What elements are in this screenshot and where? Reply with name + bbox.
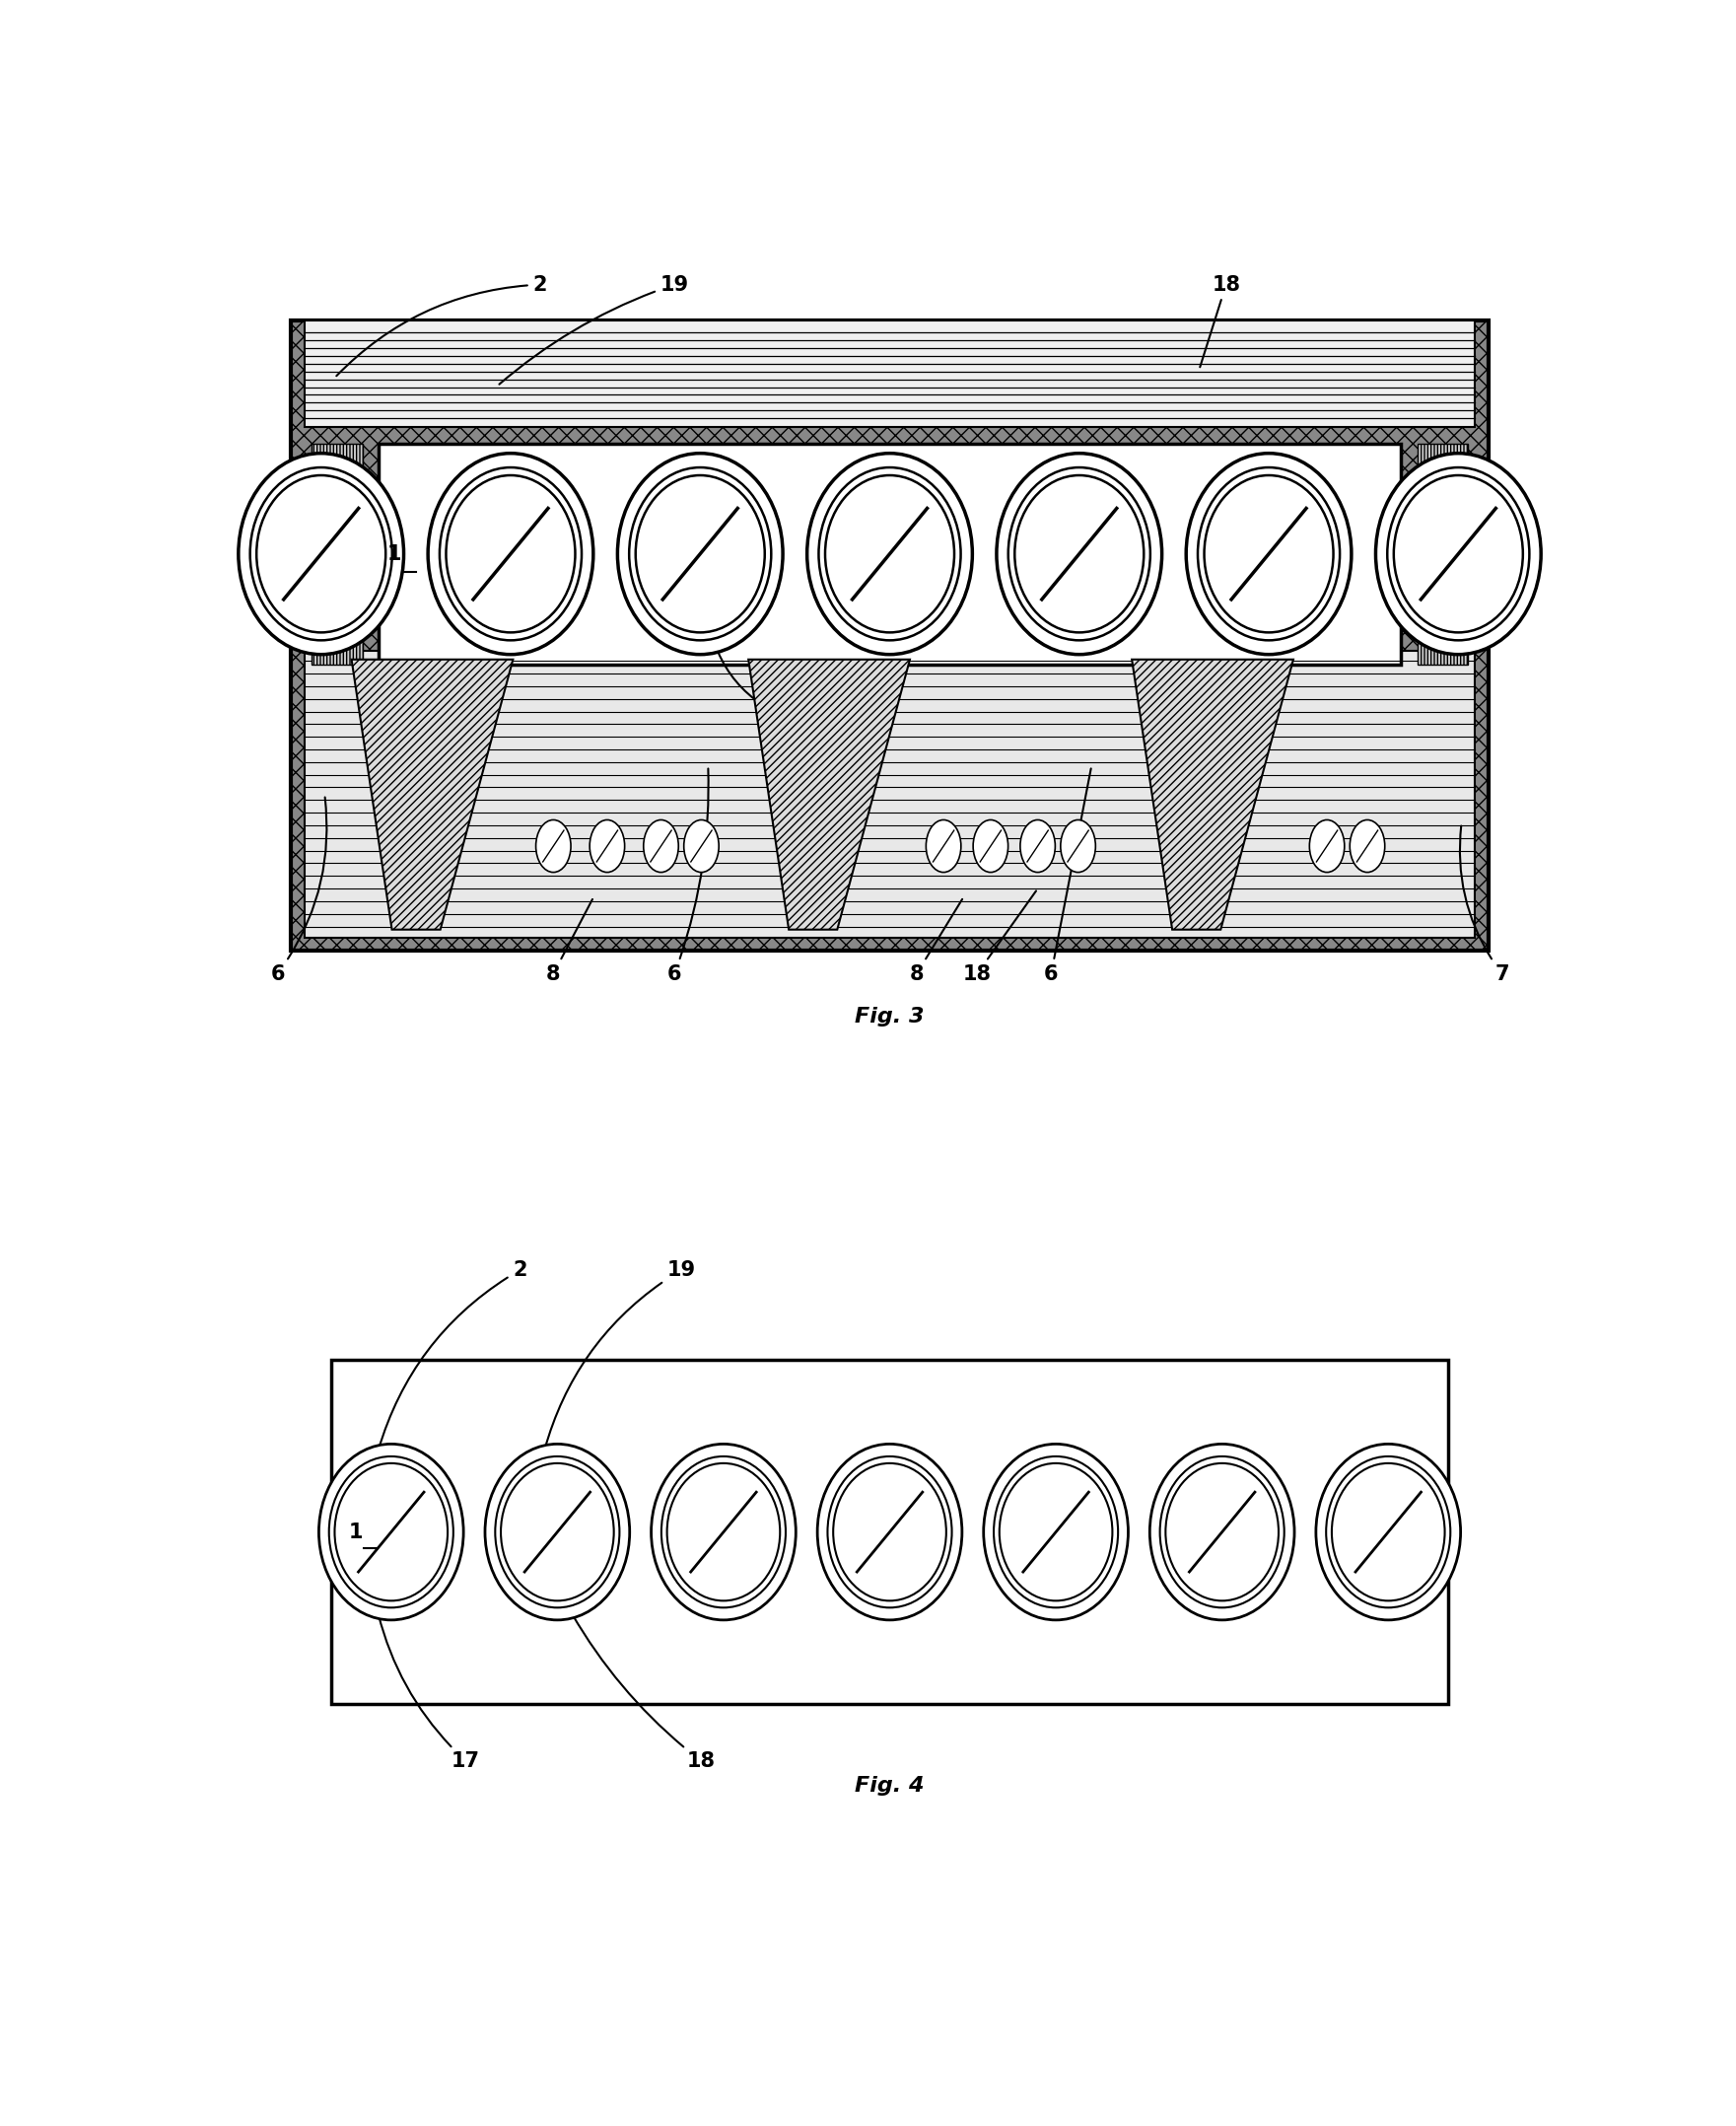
Ellipse shape xyxy=(1149,1444,1295,1620)
Text: 6: 6 xyxy=(271,797,326,984)
Ellipse shape xyxy=(484,1444,630,1620)
Ellipse shape xyxy=(1309,821,1344,872)
Ellipse shape xyxy=(819,468,960,640)
Text: 17: 17 xyxy=(715,644,788,721)
Ellipse shape xyxy=(807,453,972,655)
Text: 8: 8 xyxy=(547,899,592,984)
Text: 19: 19 xyxy=(545,1261,696,1450)
Ellipse shape xyxy=(925,821,962,872)
Ellipse shape xyxy=(1061,821,1095,872)
Ellipse shape xyxy=(1316,1444,1460,1620)
Text: 18: 18 xyxy=(963,891,1036,984)
Bar xyxy=(292,321,1488,950)
Ellipse shape xyxy=(335,1463,448,1601)
Text: 18: 18 xyxy=(443,665,502,721)
Bar xyxy=(304,321,1476,427)
Text: 1: 1 xyxy=(387,544,401,563)
Ellipse shape xyxy=(1000,1463,1113,1601)
Ellipse shape xyxy=(1009,468,1151,640)
Ellipse shape xyxy=(1394,476,1522,631)
Text: 1: 1 xyxy=(349,1522,363,1541)
Text: 2: 2 xyxy=(378,1261,526,1450)
Ellipse shape xyxy=(1165,1463,1279,1601)
Polygon shape xyxy=(1132,659,1293,929)
Ellipse shape xyxy=(1186,453,1351,655)
Ellipse shape xyxy=(644,821,679,872)
Ellipse shape xyxy=(825,476,955,631)
Ellipse shape xyxy=(818,1444,962,1620)
Ellipse shape xyxy=(1198,468,1340,640)
Polygon shape xyxy=(748,659,910,929)
Ellipse shape xyxy=(684,821,719,872)
Bar xyxy=(378,444,1401,663)
Ellipse shape xyxy=(1387,468,1529,640)
Ellipse shape xyxy=(828,1456,951,1607)
Ellipse shape xyxy=(996,453,1161,655)
Ellipse shape xyxy=(238,453,404,655)
Ellipse shape xyxy=(984,1444,1128,1620)
Text: Fig. 3: Fig. 3 xyxy=(854,1006,925,1027)
Text: 18: 18 xyxy=(573,1614,715,1771)
Ellipse shape xyxy=(1014,476,1144,631)
Ellipse shape xyxy=(833,1463,946,1601)
Bar xyxy=(304,651,1476,938)
Ellipse shape xyxy=(446,476,575,631)
Text: 6: 6 xyxy=(1043,770,1090,984)
Ellipse shape xyxy=(993,1456,1118,1607)
Text: 6: 6 xyxy=(667,770,708,984)
Bar xyxy=(332,1361,1448,1703)
Ellipse shape xyxy=(628,468,771,640)
Text: Fig. 4: Fig. 4 xyxy=(854,1775,925,1796)
Ellipse shape xyxy=(590,821,625,872)
Text: 19: 19 xyxy=(500,274,689,385)
Polygon shape xyxy=(351,659,514,929)
Ellipse shape xyxy=(1351,821,1385,872)
Ellipse shape xyxy=(1375,453,1542,655)
Ellipse shape xyxy=(257,476,385,631)
Ellipse shape xyxy=(1326,1456,1450,1607)
Ellipse shape xyxy=(1332,1463,1444,1601)
Ellipse shape xyxy=(661,1456,786,1607)
Ellipse shape xyxy=(1160,1456,1285,1607)
Ellipse shape xyxy=(618,453,783,655)
Ellipse shape xyxy=(974,821,1009,872)
Ellipse shape xyxy=(319,1444,464,1620)
Ellipse shape xyxy=(635,476,766,631)
Text: 8: 8 xyxy=(910,899,962,984)
Ellipse shape xyxy=(1021,821,1055,872)
Bar xyxy=(1417,444,1469,663)
Text: 17: 17 xyxy=(378,1614,481,1771)
Bar xyxy=(311,444,363,663)
Ellipse shape xyxy=(500,1463,615,1601)
Ellipse shape xyxy=(536,821,571,872)
Text: 18: 18 xyxy=(1200,274,1240,368)
Ellipse shape xyxy=(667,1463,779,1601)
Ellipse shape xyxy=(495,1456,620,1607)
Text: 2: 2 xyxy=(337,274,547,376)
Text: 7: 7 xyxy=(1460,825,1509,984)
Ellipse shape xyxy=(651,1444,795,1620)
Ellipse shape xyxy=(1205,476,1333,631)
Ellipse shape xyxy=(429,453,594,655)
Ellipse shape xyxy=(250,468,392,640)
Ellipse shape xyxy=(330,1456,453,1607)
Ellipse shape xyxy=(439,468,582,640)
